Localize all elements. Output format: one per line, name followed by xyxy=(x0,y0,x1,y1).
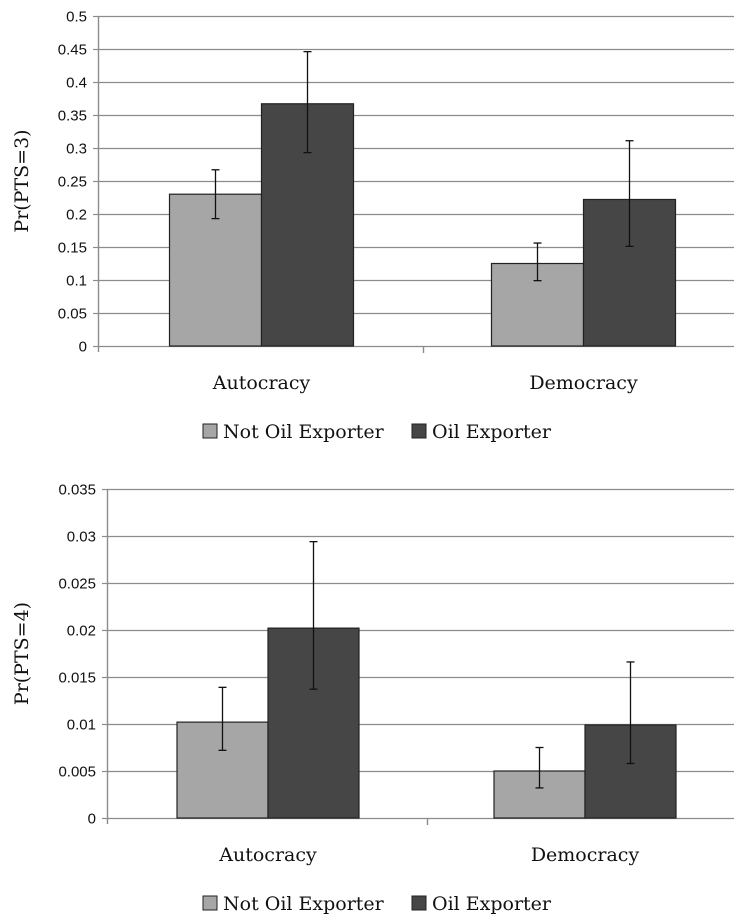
error-bar xyxy=(533,242,542,282)
error-bar xyxy=(309,540,318,690)
bars xyxy=(168,50,677,347)
legend-item-not-oil-exporter: Not Oil Exporter xyxy=(202,421,385,443)
y-tick-label: 0.2 xyxy=(66,207,87,224)
legend-label: Not Oil Exporter xyxy=(223,893,385,915)
y-axis-label: Pr(PTS=4) xyxy=(11,602,33,705)
legend-swatch xyxy=(411,423,427,439)
x-category-label-autocracy: Autocracy xyxy=(218,844,317,866)
bar-not-oil-exporter-autocracy xyxy=(168,193,263,347)
legend-item-oil-exporter: Oil Exporter xyxy=(411,893,552,915)
error-bar xyxy=(625,140,634,247)
error-bar xyxy=(218,686,227,751)
y-tick-label: 0 xyxy=(88,811,96,828)
y-tick-label: 0.25 xyxy=(58,174,87,191)
y-tick-label: 0.05 xyxy=(58,306,87,323)
y-tick-label: 0.035 xyxy=(58,482,96,499)
legend-item-not-oil-exporter: Not Oil Exporter xyxy=(202,893,385,915)
legend-item-oil-exporter: Oil Exporter xyxy=(411,421,552,443)
y-tick-label: 0.01 xyxy=(67,717,96,734)
x-category-label-autocracy: Autocracy xyxy=(212,372,311,394)
chart-1: 0 0.05 0.1 0.15 0.2 0.25 0.3 0.35 0.4 0.45 0.5 Auto… xyxy=(11,9,734,443)
legend-swatch xyxy=(202,423,218,439)
legend-swatch xyxy=(202,895,218,911)
y-tick-label: 0.35 xyxy=(58,108,87,125)
y-tick-label: 0.4 xyxy=(66,75,87,92)
y-tick-label: 0.45 xyxy=(58,42,87,59)
legend: Not Oil Exporter Oil Exporter xyxy=(202,893,552,915)
y-tick-labels: 0 0.05 0.1 0.15 0.2 0.25 0.3 0.35 0.4 0.45 0.5 xyxy=(58,9,87,356)
chart-2: 0 0.005 0.01 0.015 0.02 0.025 0.03 0.035 Autocra… xyxy=(11,482,734,915)
legend-label: Oil Exporter xyxy=(432,893,552,915)
x-category-label-democracy: Democracy xyxy=(531,844,640,866)
y-tick-label: 0.1 xyxy=(66,273,87,290)
y-tick-label: 0 xyxy=(79,339,87,356)
legend: Not Oil Exporter Oil Exporter xyxy=(202,421,552,443)
y-tick-label: 0.03 xyxy=(67,529,96,546)
error-bar xyxy=(303,50,312,154)
x-category-label-democracy: Democracy xyxy=(529,372,638,394)
y-tick-label: 0.015 xyxy=(58,670,96,687)
y-tick-label: 0.3 xyxy=(66,141,87,158)
error-bar xyxy=(626,661,635,765)
legend-label: Oil Exporter xyxy=(432,421,552,443)
y-tick-label: 0.025 xyxy=(58,576,96,593)
y-tick-label: 0.15 xyxy=(58,240,87,257)
error-bar xyxy=(211,169,220,220)
bars xyxy=(176,540,677,819)
legend-label: Not Oil Exporter xyxy=(223,421,385,443)
error-bar xyxy=(535,746,544,789)
y-tick-label: 0.5 xyxy=(66,9,87,26)
y-tick-label: 0.02 xyxy=(67,623,96,640)
y-tick-label: 0.005 xyxy=(58,764,96,781)
y-tick-labels: 0 0.005 0.01 0.015 0.02 0.025 0.03 0.035 xyxy=(58,482,96,828)
y-axis-label: Pr(PTS=3) xyxy=(11,129,33,232)
legend-swatch xyxy=(411,895,427,911)
